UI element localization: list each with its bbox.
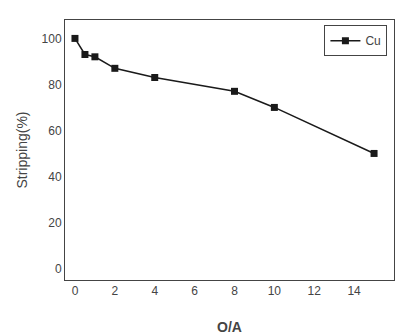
svg-text:6: 6 [191,284,198,298]
svg-text:Cu: Cu [365,34,380,48]
svg-text:0: 0 [55,262,62,276]
svg-text:60: 60 [48,124,62,138]
svg-text:Stripping(%): Stripping(%) [14,111,30,188]
svg-text:8: 8 [231,284,238,298]
svg-text:12: 12 [308,284,322,298]
svg-text:100: 100 [42,32,62,46]
svg-text:80: 80 [48,78,62,92]
svg-text:2: 2 [112,284,119,298]
svg-text:0: 0 [72,284,79,298]
svg-text:10: 10 [268,284,282,298]
svg-text:20: 20 [48,216,62,230]
svg-text:14: 14 [347,284,361,298]
svg-text:4: 4 [151,284,158,298]
svg-text:O/A: O/A [217,319,242,335]
svg-text:40: 40 [48,170,62,184]
